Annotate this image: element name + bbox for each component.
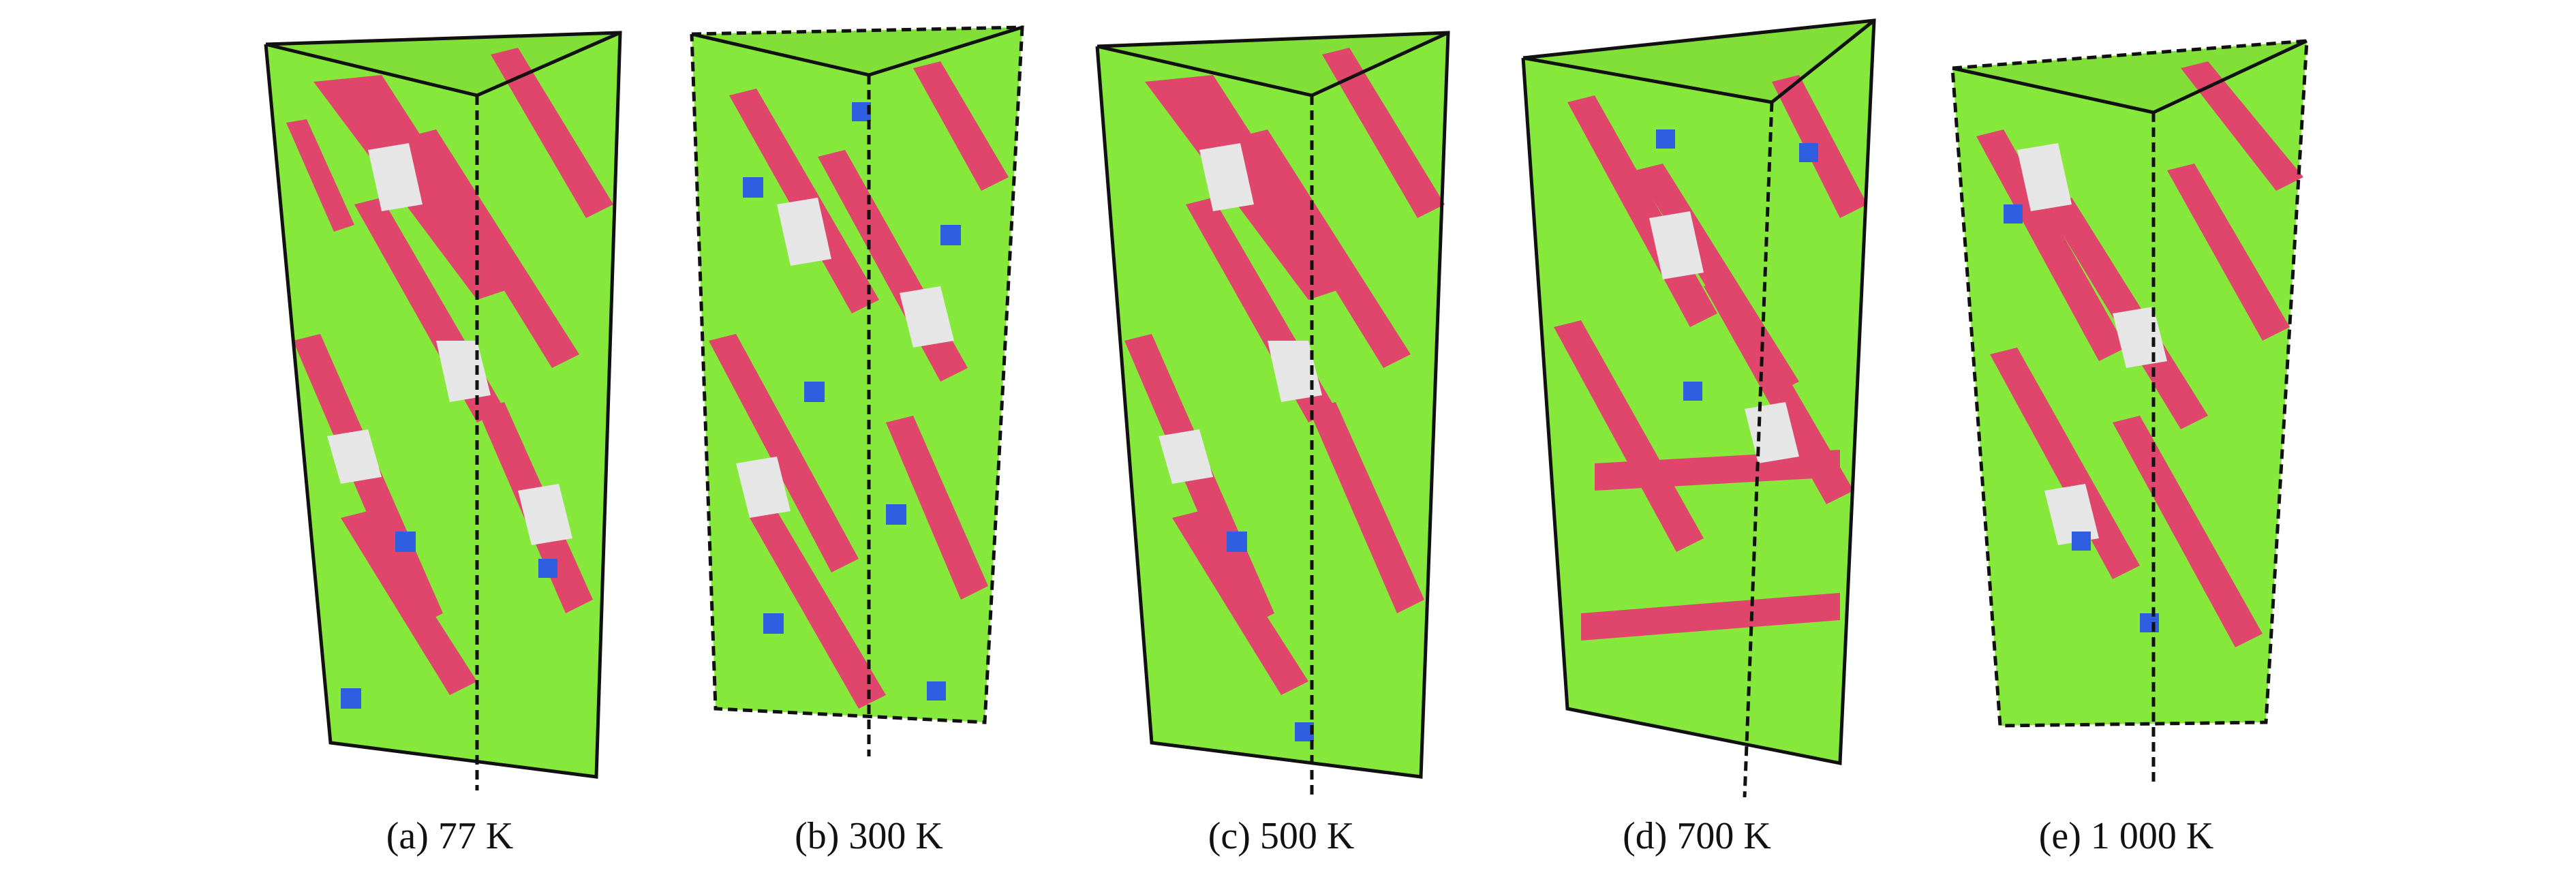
caption-a: (a) 77 K: [386, 815, 514, 857]
caption-e: (e) 1 000 K: [2038, 815, 2214, 857]
atomistic-box-a: [264, 31, 622, 790]
atomistic-box-c: [1095, 31, 1450, 797]
simulation-box-edges-b: [690, 25, 1024, 756]
caption-c: (c) 500 K: [1208, 815, 1355, 857]
atomistic-box-e: [1950, 39, 2309, 784]
simulation-box-edges-d: [1521, 18, 1876, 798]
atomistic-box-d: [1521, 18, 1876, 798]
atomistic-box-b: [690, 25, 1024, 756]
caption-b: (b) 300 K: [795, 815, 943, 857]
simulation-box-edges-e: [1950, 39, 2309, 784]
simulation-box-edges-c: [1095, 31, 1450, 797]
simulation-box-edges-a: [264, 31, 622, 790]
caption-d: (d) 700 K: [1623, 815, 1771, 857]
